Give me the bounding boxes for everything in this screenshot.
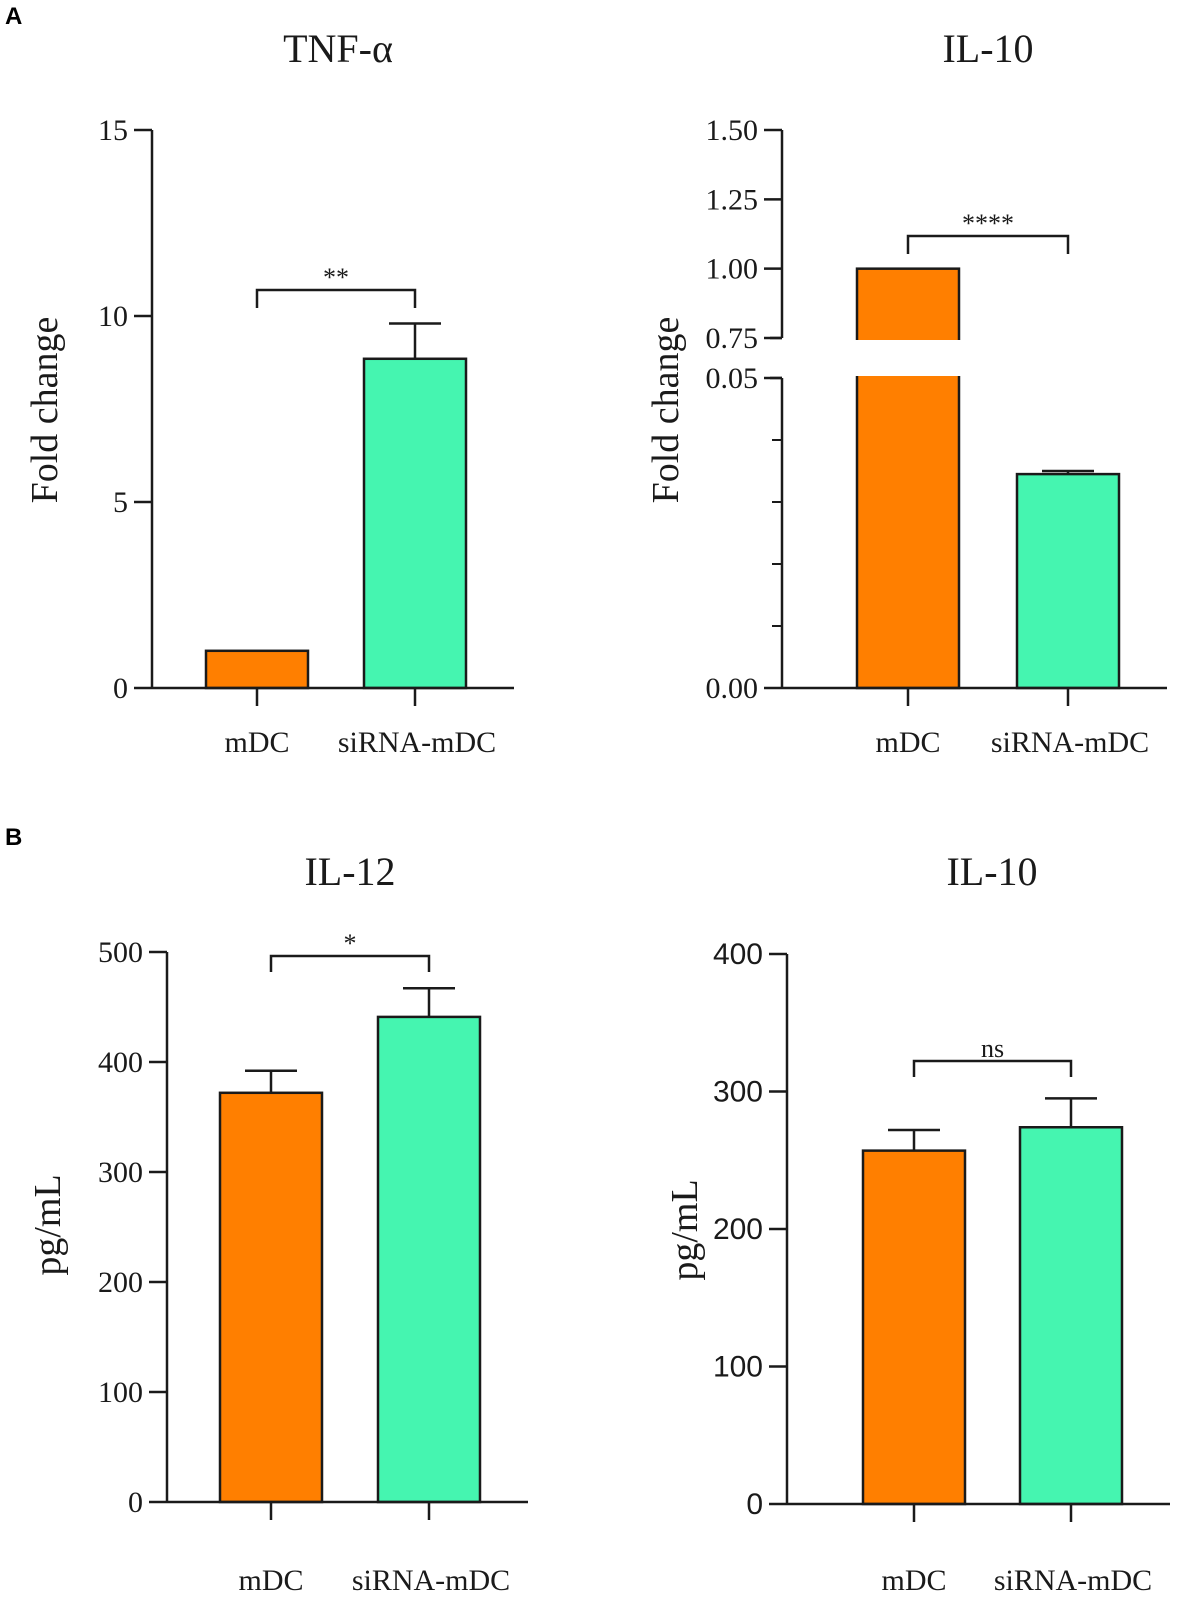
panel-label-b: B — [5, 824, 22, 851]
chart-title: TNF-α — [283, 26, 393, 71]
x-tick-label: mDC — [224, 726, 289, 759]
bar-mdc — [861, 1149, 967, 1506]
y-axis-label: Fold change — [24, 317, 66, 504]
y-tick-label: 1.00 — [706, 253, 759, 286]
y-tick-label: 10 — [98, 300, 128, 333]
significance-bracket — [906, 234, 1070, 254]
y-axis-label: pg/mL — [664, 1179, 706, 1280]
bar-sirna-mdc — [1018, 1126, 1124, 1506]
panel-label-a: A — [5, 3, 22, 30]
y-axis-label: pg/mL — [27, 1174, 69, 1275]
chart-title: IL-12 — [304, 849, 395, 894]
y-tick-label: 0.00 — [706, 672, 759, 705]
y-tick-label: 300 — [98, 1156, 143, 1189]
y-tick-label: 100 — [98, 1376, 143, 1409]
y-axis-label: Fold change — [645, 317, 687, 504]
significance-label: * — [344, 929, 357, 958]
y-tick-label: 0 — [128, 1486, 143, 1519]
x-tick-label: mDC — [875, 726, 940, 759]
x-tick-label: mDC — [238, 1564, 303, 1597]
y-tick-label: 300 — [713, 1076, 763, 1109]
axis-break-gap — [742, 340, 1102, 376]
bar-mdc — [218, 1091, 324, 1504]
bar-mdc — [204, 649, 310, 690]
y-tick-label: 0 — [113, 672, 128, 705]
significance-bracket — [269, 954, 431, 972]
significance-label: ** — [323, 263, 349, 292]
y-tick-label: 1.25 — [706, 183, 759, 216]
chart-title: IL-10 — [946, 849, 1037, 894]
y-tick-label: 15 — [98, 114, 128, 147]
chart-title: IL-10 — [942, 26, 1033, 71]
chart-il12-concentration: IL-12 pg/mL 0 100 200 300 400 500 mDC siRNA-mDC * — [27, 849, 528, 1597]
chart-il10-concentration: IL-10 pg/mL 0 100 200 300 400 mDC siRNA-mDC ns — [664, 849, 1170, 1597]
bar-sirna-mdc — [362, 357, 468, 690]
bar-sirna-mdc — [376, 1015, 482, 1504]
x-tick-label: siRNA-mDC — [994, 1564, 1152, 1597]
y-tick-label: 5 — [113, 486, 128, 519]
x-tick-label: mDC — [881, 1564, 946, 1597]
bar-mdc — [855, 267, 961, 690]
y-tick-label: 400 — [713, 938, 763, 971]
significance-label: ns — [981, 1034, 1004, 1063]
y-tick-label: 200 — [98, 1266, 143, 1299]
y-tick-label: 0.05 — [706, 362, 759, 395]
y-tick-label: 100 — [713, 1351, 763, 1384]
chart-il10-fold-change: IL-10 Fold change 0.00 0.05 0.75 1.00 1.25 1.50… — [645, 26, 1167, 759]
y-tick-label: 500 — [98, 936, 143, 969]
significance-label: **** — [962, 209, 1014, 238]
x-tick-label: siRNA-mDC — [352, 1564, 510, 1597]
significance-bracket — [912, 1059, 1073, 1077]
x-tick-label: siRNA-mDC — [338, 726, 496, 759]
y-tick-label: 200 — [713, 1213, 763, 1246]
x-tick-label: siRNA-mDC — [991, 726, 1149, 759]
y-tick-label: 1.50 — [706, 114, 759, 147]
bar-sirna-mdc — [1015, 472, 1121, 690]
significance-bracket — [255, 288, 417, 308]
y-tick-label: 0 — [746, 1488, 763, 1521]
y-tick-label: 0.75 — [706, 322, 759, 355]
chart-tnf-alpha-fold-change: TNF-α Fold change 0 5 10 15 mDC siRNA-mDC ** — [24, 26, 514, 759]
y-tick-label: 400 — [98, 1046, 143, 1079]
